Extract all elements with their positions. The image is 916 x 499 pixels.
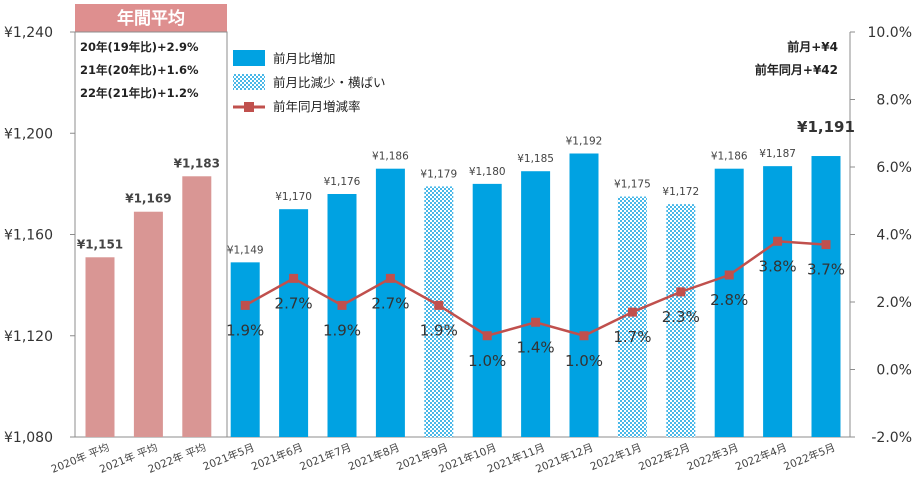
annual-note: 22年(21年比)+1.2% [80,86,199,100]
yoy-label: 1.9% [226,321,264,339]
y-right-tick-label: 4.0% [876,228,912,244]
bar [569,153,599,437]
yoy-marker [385,273,395,283]
bar [279,209,309,437]
bar [375,168,405,437]
bar [811,156,841,437]
bar-value-label: ¥1,170 [275,191,312,203]
x-tick-label: 2022年2月 [637,441,692,473]
yoy-label: 1.7% [613,328,651,346]
legend-label-yoy: 前年同月増減率 [273,99,361,114]
yoy-label: 1.0% [468,352,506,370]
summary-note: 前年同月+¥42 [755,62,838,77]
yoy-label: 2.8% [710,291,748,309]
x-tick-label: 2022年3月 [685,441,740,473]
y-right-tick-label: 0.0% [876,363,912,379]
bar-value-label: ¥1,151 [77,237,123,251]
legend-label-increase: 前月比増加 [273,51,336,66]
y-left-tick-label: ¥1,240 [4,25,53,41]
summary-note: 前月+¥4 [787,39,838,54]
yoy-label: 1.4% [517,338,555,356]
yoy-line-layer: 1.9% 2.7% 1.9% 2.7% 1.9% 1.0% 1.4% 1.0% 1.7% 2.3%… [226,236,845,370]
x-tick-label: 2022年1月 [588,441,643,473]
y-right-tick-label: 8.0% [876,93,912,109]
bar-value-label: ¥1,179 [420,168,457,180]
bar-labels: ¥1,151 ¥1,169 ¥1,183 ¥1,149 ¥1,170 ¥1,176 ¥1,1… [77,118,855,256]
bars [85,153,841,437]
yoy-marker [579,331,589,341]
y-left-tick-label: ¥1,160 [4,228,53,244]
y-right-tick-label: -2.0% [871,430,912,446]
y-left-tick-label: ¥1,080 [4,430,53,446]
bar-value-label: ¥1,169 [125,192,171,206]
bar-value-label: ¥1,186 [372,151,409,163]
annual-badge [75,4,227,32]
yoy-label: 2.7% [371,294,409,312]
y-right-tick-label: 2.0% [876,295,912,311]
yoy-marker [724,270,734,280]
bar-value-label: ¥1,185 [517,153,554,165]
annual-badge-label: 年間平均 [117,8,185,29]
bar-value-label: ¥1,180 [469,166,506,178]
annual-note: 21年(20年比)+1.6% [80,63,199,77]
legend-swatch-decrease [233,74,265,90]
bar-value-label: ¥1,187 [759,148,796,160]
x-tick-label: 2022年4月 [733,441,788,473]
bar-value-label: ¥1,149 [227,244,264,256]
bar [133,211,163,437]
yoy-marker [773,236,783,246]
bar-value-label: ¥1,172 [662,186,699,198]
bar [714,168,744,437]
bar [763,166,793,437]
yoy-marker [821,240,831,250]
bar-value-label: ¥1,175 [614,179,651,191]
bar-value-label: ¥1,186 [711,151,748,163]
bar [85,257,115,437]
y-right-tick-label: 6.0% [876,160,912,176]
bar [327,194,357,437]
annual-note: 20年(19年比)+2.9% [80,40,199,54]
y-left-tick-label: ¥1,120 [4,329,53,345]
bar-value-label: ¥1,192 [566,136,603,148]
yoy-marker [627,307,637,317]
legend-label-decrease: 前月比減少・横ばい [273,75,386,90]
legend: 前月比増加 前月比減少・横ばい 前年同月増減率 [233,50,386,114]
legend-swatch-increase [233,50,265,66]
yoy-marker [337,300,347,310]
yoy-marker [240,300,250,310]
yoy-marker [289,273,299,283]
yoy-label: 2.7% [275,294,313,312]
bar [230,262,260,437]
y-left-tick-label: ¥1,200 [4,126,53,142]
x-tick-label: 2021年5月 [201,441,256,473]
bar-value-label: ¥1,176 [324,176,361,188]
yoy-marker [676,287,686,297]
yoy-label: 3.7% [807,261,845,279]
x-tick-label: 2021年6月 [249,441,304,473]
yoy-label: 1.9% [420,321,458,339]
y-right-tick-label: 10.0% [868,25,912,41]
yoy-marker [531,317,541,327]
yoy-label: 3.8% [759,257,797,275]
x-tick-label: 2021年7月 [298,441,353,473]
x-tick-label: 2021年8月 [346,441,401,473]
axes: ¥1,080 ¥1,120 ¥1,160 ¥1,200 ¥1,240 -2.0% 0.0% 2… [4,25,912,446]
yoy-marker [434,300,444,310]
yoy-label: 2.3% [662,308,700,326]
yoy-marker [482,331,492,341]
bar-value-label: ¥1,183 [174,156,220,170]
yoy-label: 1.9% [323,321,361,339]
bar [472,183,502,437]
bar [666,204,696,437]
bar [521,171,551,437]
bar-value-label: ¥1,191 [797,118,855,136]
bar [182,176,212,437]
x-tick-label: 2022年5月 [782,441,837,473]
yoy-label: 1.0% [565,352,603,370]
legend-marker-swatch [244,102,254,112]
